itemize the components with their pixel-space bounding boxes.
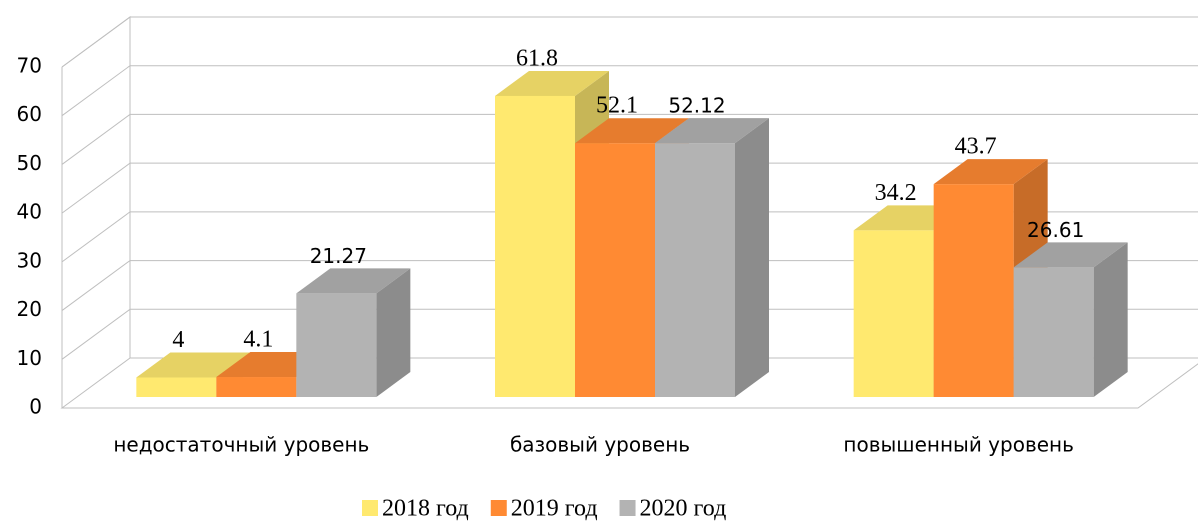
- bar: [296, 293, 377, 397]
- y-tick-label: 0: [29, 395, 42, 419]
- grid-line: [61, 16, 1198, 68]
- bar-top: [655, 118, 769, 144]
- bar-top: [136, 352, 251, 378]
- grid-line: [61, 65, 1198, 117]
- y-tick-label: 40: [17, 200, 42, 224]
- bar-top: [575, 118, 689, 144]
- y-tick-label: 60: [17, 102, 42, 126]
- data-label: 43.7: [955, 134, 997, 160]
- y-tick-label: 70: [17, 54, 42, 78]
- grid-line: [61, 308, 1198, 360]
- legend-label: 2020 год: [640, 496, 727, 522]
- grid-line: [61, 211, 1198, 263]
- data-label: 52.12: [668, 94, 725, 118]
- bar-top: [933, 159, 1048, 185]
- legend-swatch: [490, 500, 507, 516]
- legend-swatch: [619, 500, 636, 516]
- bar-top: [495, 70, 609, 96]
- bar-top: [1013, 242, 1128, 268]
- bar-top: [296, 268, 411, 294]
- x-tick-label: базовый уровень: [510, 433, 690, 457]
- bar-side: [376, 268, 411, 397]
- y-tick-label: 20: [17, 297, 42, 321]
- bar: [933, 184, 1014, 397]
- data-label: 21.27: [310, 244, 367, 268]
- bar: [136, 377, 217, 397]
- bar: [216, 377, 297, 397]
- bar: [495, 95, 575, 398]
- x-tick-label: недостаточный уровень: [113, 433, 369, 457]
- data-label: 4: [172, 327, 184, 353]
- x-tick-label: повышенный уровень: [843, 433, 1074, 457]
- bar: [853, 230, 934, 397]
- data-label: 61.8: [516, 45, 558, 71]
- grid-line: [61, 162, 1198, 214]
- legend-label: 2019 год: [511, 496, 598, 522]
- legend-swatch: [362, 500, 378, 516]
- grid-line: [61, 260, 1198, 311]
- data-label: 26.61: [1027, 218, 1084, 242]
- bar: [1013, 267, 1094, 397]
- bar: [575, 143, 655, 397]
- data-label: 34.2: [875, 180, 917, 206]
- data-label: 52.1: [596, 93, 638, 119]
- bar-side: [735, 118, 769, 398]
- wall: [61, 16, 131, 408]
- y-tick-label: 50: [17, 151, 42, 175]
- grid-line: [61, 113, 1198, 165]
- floor: [60, 357, 1198, 409]
- y-tick-label: 10: [17, 346, 42, 370]
- legend-label: 2018 год: [382, 496, 469, 522]
- data-label: 4.1: [243, 327, 273, 353]
- y-tick-label: 30: [17, 248, 42, 272]
- bar-side: [1093, 242, 1128, 397]
- bar: [655, 143, 735, 397]
